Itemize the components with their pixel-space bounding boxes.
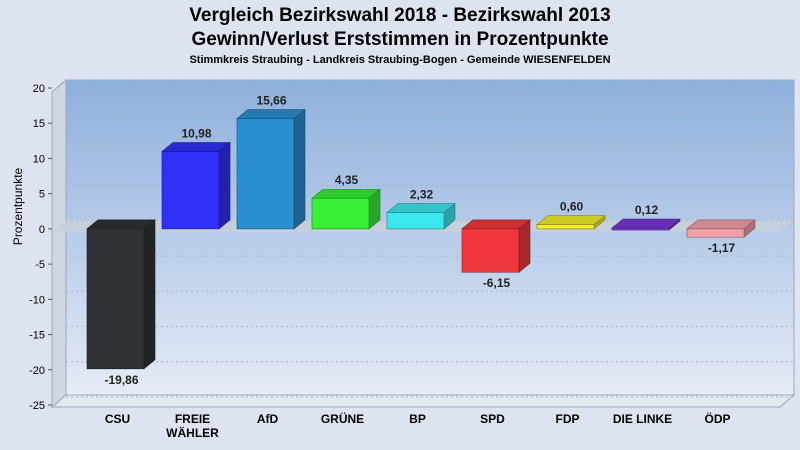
bar-front bbox=[686, 228, 745, 238]
data-label: 15,66 bbox=[256, 94, 286, 108]
y-tick-label: 15 bbox=[33, 118, 45, 130]
x-tick-label: WÄHLER bbox=[166, 425, 219, 440]
chart-title-line-2: Gewinn/Verlust Erststimmen in Prozentpun… bbox=[191, 29, 609, 50]
plot-floor bbox=[50, 394, 796, 408]
bar bbox=[311, 188, 381, 230]
y-tick-label: -25 bbox=[29, 400, 45, 412]
plot-background bbox=[50, 78, 796, 409]
bar-front bbox=[311, 197, 370, 230]
bar-side bbox=[218, 141, 231, 230]
bar-front bbox=[86, 228, 145, 370]
bar-top bbox=[686, 219, 756, 230]
bar bbox=[461, 219, 531, 273]
bar bbox=[386, 202, 456, 230]
data-label: 4,35 bbox=[335, 173, 359, 187]
bar-side bbox=[293, 108, 306, 230]
data-label: -19,86 bbox=[104, 373, 138, 387]
y-tick-label: -15 bbox=[29, 330, 45, 342]
bar bbox=[686, 219, 756, 238]
x-tick-label: GRÜNE bbox=[321, 411, 364, 426]
plot-back-wall bbox=[65, 79, 795, 396]
bar-top bbox=[311, 188, 381, 199]
bar-top bbox=[461, 219, 531, 230]
bars bbox=[86, 108, 756, 370]
chart-subtitle: Stimmkreis Straubing - Landkreis Straubi… bbox=[189, 54, 611, 66]
bar bbox=[236, 108, 306, 230]
y-axis: 20 15 10 5 0 -5 -10 -15 -20 -25 Prozentpunkte bbox=[11, 83, 52, 412]
bar bbox=[86, 219, 156, 370]
bar-top bbox=[536, 215, 606, 225]
y-tick-label: 5 bbox=[39, 189, 45, 201]
bar-front bbox=[461, 228, 520, 273]
data-labels: -19,86 10,98 15,66 4,35 2,32 -6,15 0,60 0,12 -1,… bbox=[104, 94, 735, 387]
data-label: -1,17 bbox=[708, 241, 736, 255]
data-label: 0,12 bbox=[635, 203, 659, 217]
chart-title: Vergleich Bezirkswahl 2018 - Bezirkswahl… bbox=[189, 5, 611, 26]
bar-front bbox=[236, 118, 295, 230]
data-label: 10,98 bbox=[181, 127, 211, 141]
bar-front bbox=[386, 212, 445, 230]
data-label: -6,15 bbox=[483, 276, 511, 290]
x-tick-label: ÖDP bbox=[704, 411, 730, 426]
y-tick-label: 0 bbox=[39, 224, 45, 236]
bar-side bbox=[143, 219, 156, 370]
y-tick-label: -10 bbox=[29, 294, 45, 306]
bar-top bbox=[386, 203, 456, 213]
bar-top bbox=[86, 219, 156, 230]
y-tick-label: -20 bbox=[29, 365, 45, 377]
bar-front bbox=[161, 151, 220, 230]
bar-top bbox=[236, 109, 306, 119]
bar bbox=[536, 215, 606, 230]
x-tick-label: CSU bbox=[105, 412, 130, 426]
y-tick-label: 20 bbox=[33, 83, 45, 95]
bar-front bbox=[611, 227, 670, 231]
y-tick-label: -5 bbox=[35, 259, 45, 271]
plot-side-wall bbox=[51, 78, 67, 409]
bar-top bbox=[611, 218, 681, 229]
y-tick-label: 10 bbox=[33, 153, 45, 165]
x-tick-label: AfD bbox=[257, 412, 279, 426]
bar bbox=[161, 141, 231, 230]
data-label: 0,60 bbox=[560, 200, 584, 214]
x-tick-label: FDP bbox=[556, 412, 580, 426]
bar bbox=[611, 218, 681, 231]
bar-front bbox=[536, 224, 595, 230]
data-label: 2,32 bbox=[410, 188, 434, 202]
y-axis-label: Prozentpunkte bbox=[11, 167, 25, 245]
x-tick-label: FREIE bbox=[175, 412, 210, 426]
x-tick-label: DIE LINKE bbox=[613, 412, 672, 426]
bar-top bbox=[161, 142, 231, 152]
x-tick-label: BP bbox=[409, 412, 426, 426]
x-tick-label: SPD bbox=[480, 412, 505, 426]
